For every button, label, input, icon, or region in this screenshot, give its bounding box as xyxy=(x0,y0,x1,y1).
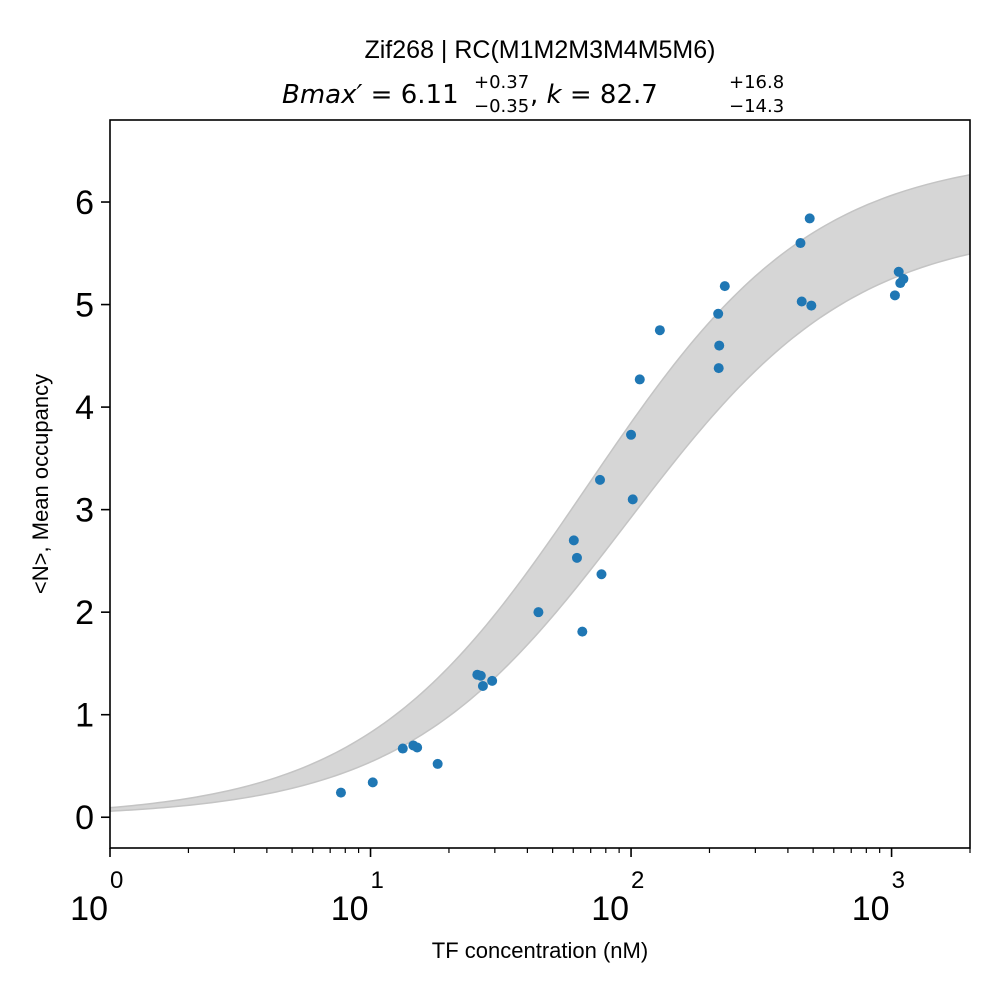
separator-comma: , xyxy=(530,80,547,110)
data-point xyxy=(571,552,582,563)
equals-sign-2: = xyxy=(562,80,600,110)
data-point xyxy=(654,325,665,336)
y-tick-label: 0 xyxy=(75,799,94,837)
k-minus-error: −14.3 xyxy=(729,96,784,117)
chart-subtitle: Bmax′ = 6.11 xyxy=(282,80,459,110)
data-point xyxy=(577,626,588,637)
data-point xyxy=(713,308,724,319)
data-point xyxy=(475,670,486,681)
chart-subtitle-k: , k = 82.7 xyxy=(530,80,658,110)
bmax-plus-error: +0.37 xyxy=(474,72,529,93)
data-point xyxy=(893,266,904,277)
data-point xyxy=(627,494,638,505)
data-point xyxy=(898,273,909,284)
data-point xyxy=(806,300,817,311)
chart-title: Zif268 | RC(M1M2M3M4M5M6) xyxy=(364,36,715,64)
data-point xyxy=(626,429,637,440)
data-point xyxy=(477,680,488,691)
fit-confidence-band xyxy=(110,174,970,812)
x-tick-label: 10 xyxy=(331,890,369,928)
plot-frame xyxy=(109,119,971,849)
data-point xyxy=(889,290,900,301)
x-axis-label: TF concentration (nM) xyxy=(432,938,648,963)
x-tick-label: 10 xyxy=(70,890,108,928)
data-point xyxy=(397,743,408,754)
data-point xyxy=(487,675,498,686)
data-point xyxy=(719,281,730,292)
data-point xyxy=(367,777,378,788)
k-value: 82.7 xyxy=(600,80,658,110)
y-tick-label: 3 xyxy=(75,492,94,530)
data-point xyxy=(335,787,346,798)
y-axis-ticks: 0 1 2 3 4 5 6 xyxy=(75,184,110,837)
k-symbol: k xyxy=(547,80,563,110)
bmax-value: 6.11 xyxy=(401,80,459,110)
y-tick-label: 5 xyxy=(75,287,94,325)
data-point xyxy=(795,238,806,249)
data-point xyxy=(533,607,544,618)
data-point xyxy=(594,474,605,485)
y-axis-label: <N>, Mean occupancy xyxy=(28,374,53,594)
x-tick-exponent: 3 xyxy=(892,867,905,894)
x-tick-label: 10 xyxy=(852,890,890,928)
x-tick-label: 10 xyxy=(591,890,629,928)
y-tick-label: 1 xyxy=(75,697,94,735)
data-point xyxy=(412,742,423,753)
data-point xyxy=(713,363,724,374)
x-tick-exponent: 0 xyxy=(110,867,123,894)
data-point xyxy=(596,569,607,580)
y-tick-label: 2 xyxy=(75,594,94,632)
x-tick-exponent: 1 xyxy=(371,867,384,894)
data-point xyxy=(568,535,579,546)
y-tick-label: 6 xyxy=(75,184,94,222)
bmax-symbol: Bmax′ xyxy=(282,80,362,110)
equals-sign-1: = xyxy=(362,80,400,110)
k-plus-error: +16.8 xyxy=(729,72,784,93)
x-tick-exponent: 2 xyxy=(631,867,644,894)
data-point xyxy=(634,374,645,385)
y-tick-label: 4 xyxy=(75,389,94,427)
data-points xyxy=(335,213,909,798)
data-point xyxy=(796,296,807,307)
data-point xyxy=(804,213,815,224)
data-point xyxy=(714,340,725,351)
bmax-minus-error: −0.35 xyxy=(474,96,529,117)
data-point xyxy=(432,758,443,769)
